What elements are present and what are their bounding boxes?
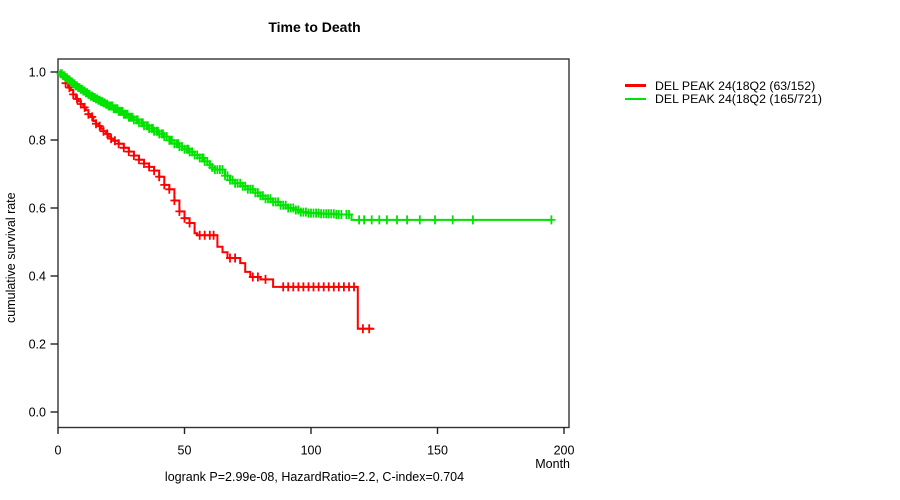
y-tick-label: 0.4	[29, 270, 46, 284]
survival-curve	[58, 71, 375, 330]
censor-marks	[61, 78, 374, 334]
legend-label-green: DEL PEAK 24(18Q2 (165/721)	[655, 91, 823, 106]
y-tick-label: 0.0	[29, 406, 46, 420]
chart-title: Time to Death	[268, 19, 361, 35]
x-tick-label: 150	[427, 444, 448, 458]
legend-item-green: DEL PEAK 24(18Q2 (165/721)	[625, 91, 823, 106]
legend-item-red: DEL PEAK 24(18Q2 (63/152)	[625, 78, 822, 93]
plot-box	[57, 58, 570, 429]
censor-marks	[56, 69, 556, 225]
x-tick-label: 50	[178, 444, 192, 458]
x-tick-label: 200	[554, 444, 575, 458]
legend-line-green	[625, 97, 646, 100]
y-tick-label: 1.0	[29, 66, 46, 80]
y-axis: 0.0 0.2 0.4 0.6 0.8 1.0	[29, 66, 58, 420]
x-axis: 0 50 100 150 200	[55, 427, 575, 458]
legend-label-red: DEL PEAK 24(18Q2 (63/152)	[655, 78, 816, 93]
legend-line-red	[625, 84, 646, 87]
y-tick-label: 0.8	[29, 134, 46, 148]
legend: DEL PEAK 24(18Q2 (63/152) DEL PEAK 24(18…	[625, 78, 823, 106]
stats-annotation: logrank P=2.99e-08, HazardRatio=2.2, C-i…	[164, 470, 465, 484]
series-green	[56, 69, 556, 225]
x-tick-label: 100	[301, 444, 322, 458]
x-tick-label: 0	[55, 444, 62, 458]
survival-curve	[58, 71, 552, 221]
y-tick-label: 0.6	[29, 202, 46, 216]
series-red	[58, 71, 375, 334]
x-axis-label: Month	[535, 457, 570, 471]
y-tick-label: 0.2	[29, 338, 46, 352]
